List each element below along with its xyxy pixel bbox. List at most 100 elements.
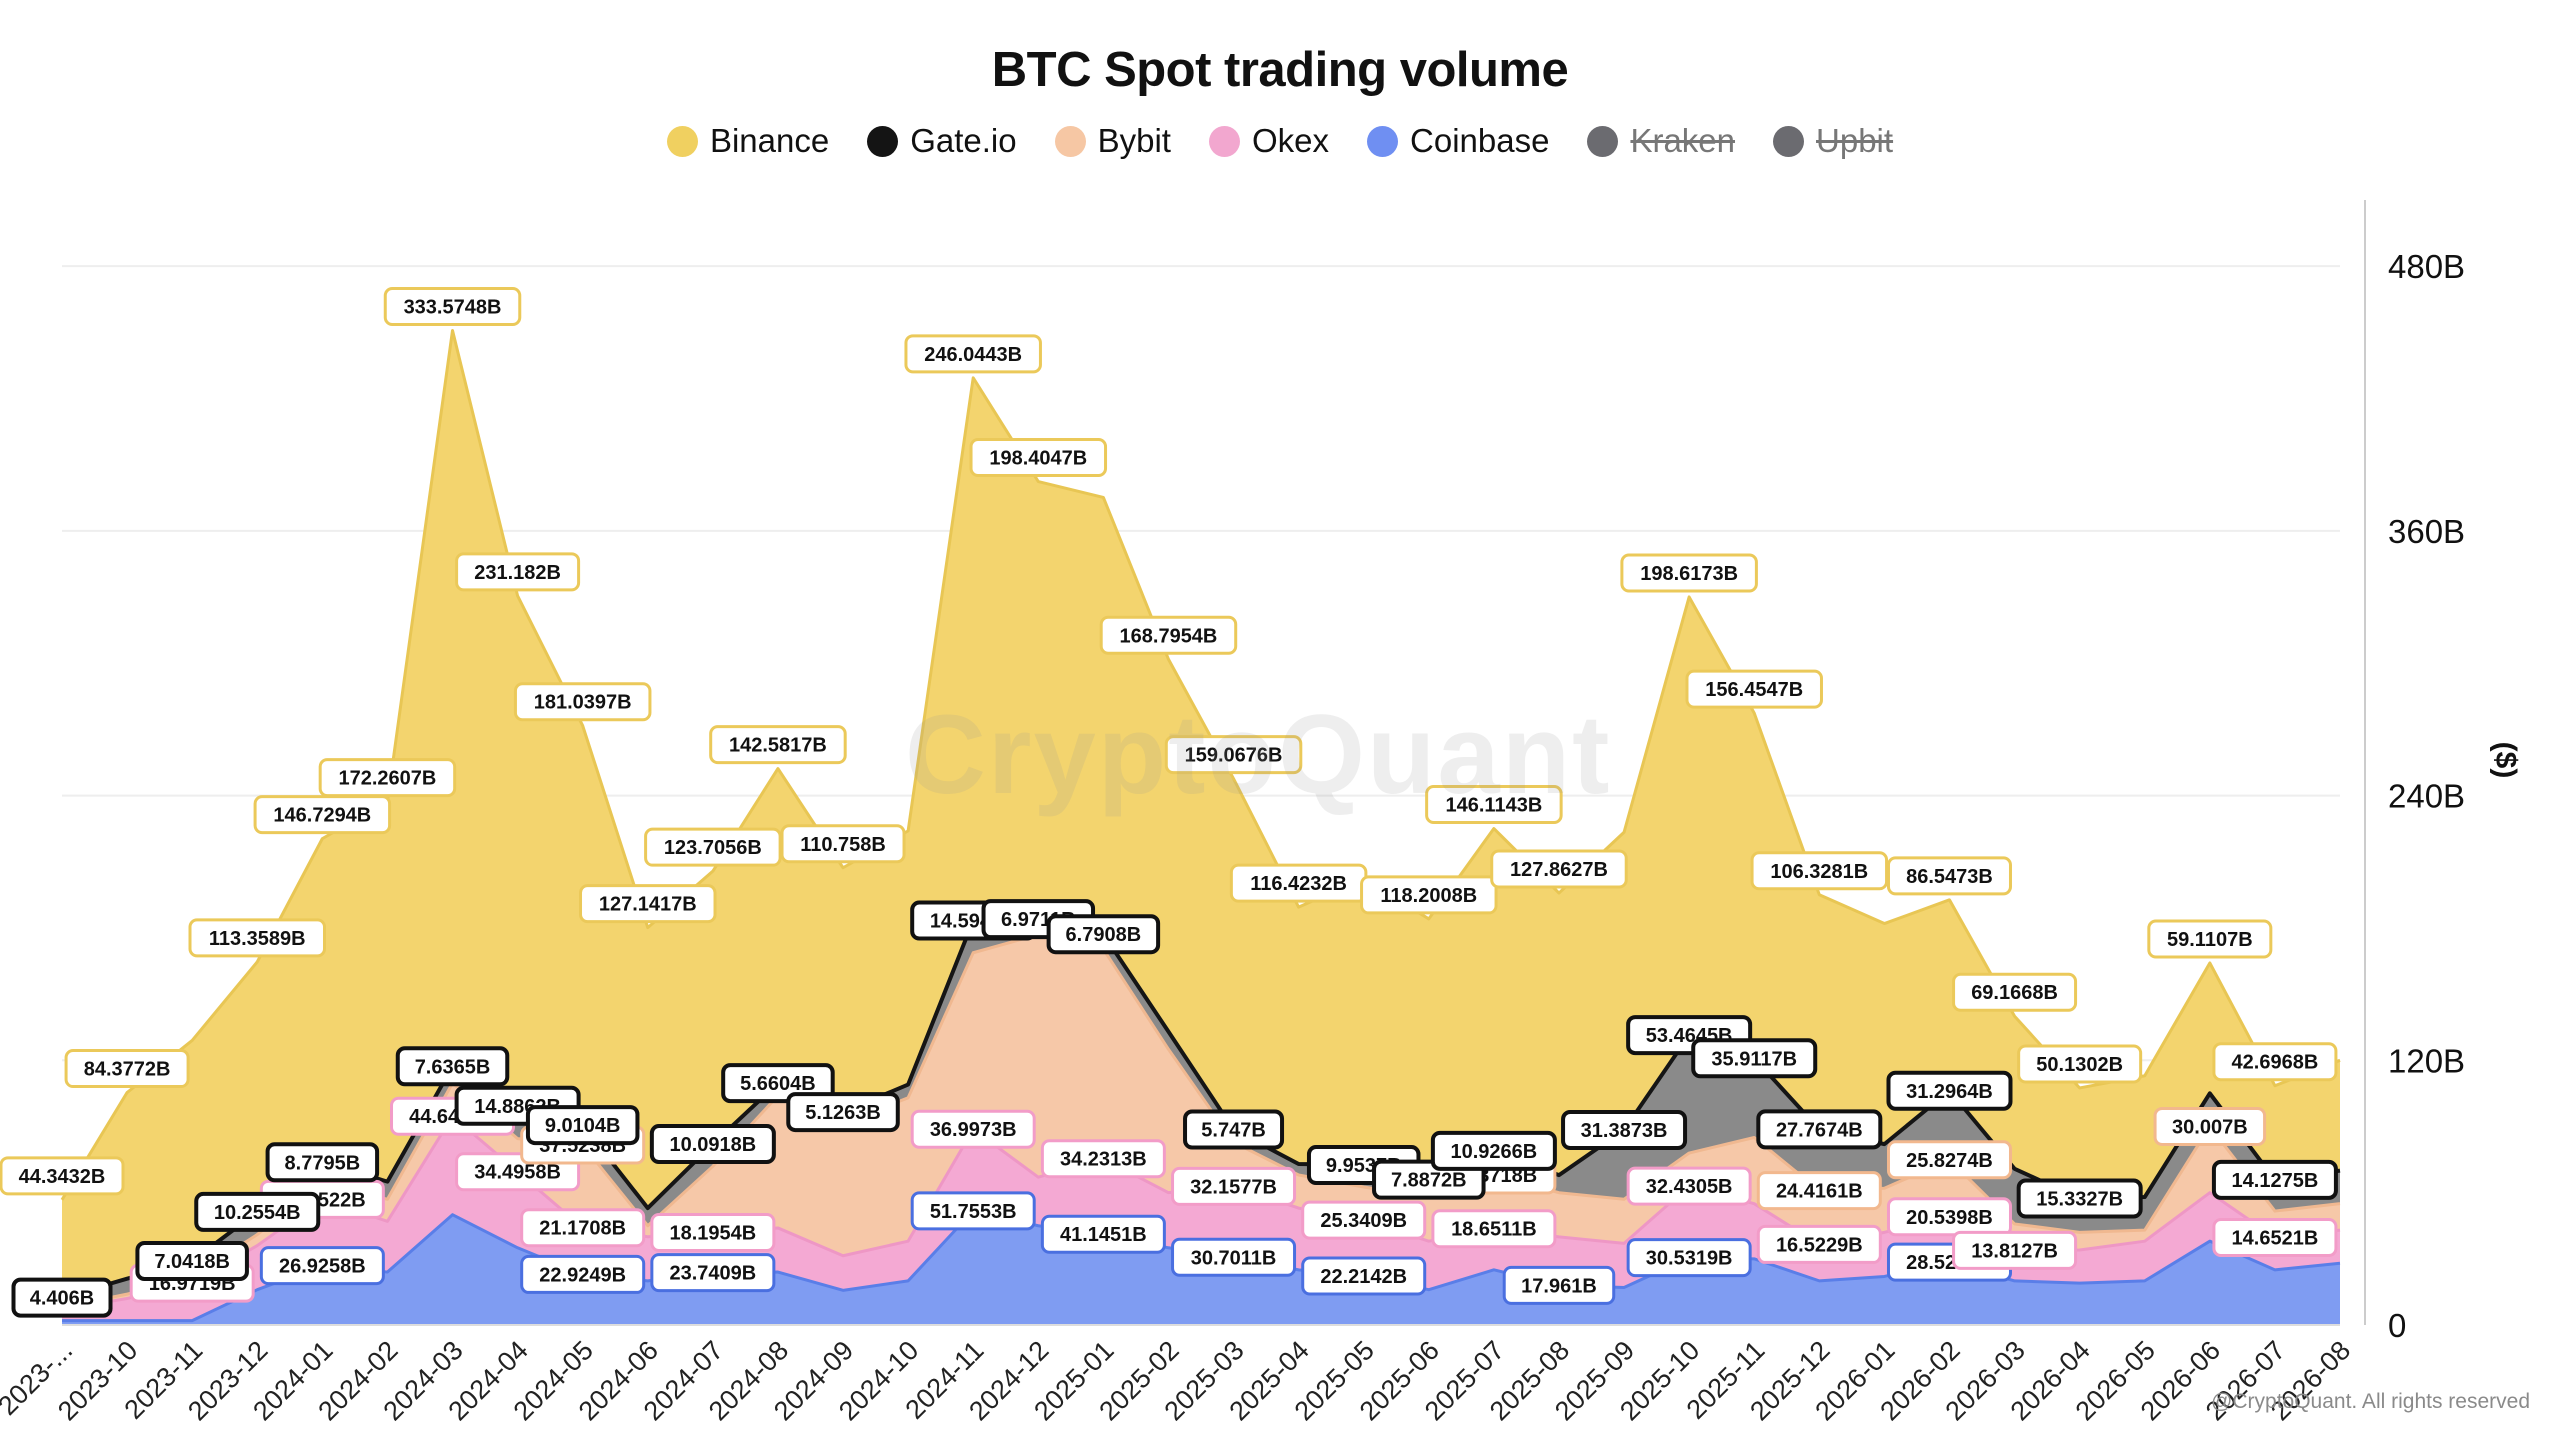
data-label-text: 106.3281B <box>1770 861 1868 883</box>
data-label-text: 10.0918B <box>669 1134 756 1156</box>
data-label: 156.4547B <box>1685 669 1823 709</box>
data-label: 110.758B <box>780 824 906 864</box>
data-label-text: 25.3409B <box>1320 1210 1407 1232</box>
data-label: 30.5319B <box>1626 1238 1752 1278</box>
data-label-text: 22.9249B <box>539 1264 626 1286</box>
data-label: 18.1954B <box>650 1212 776 1252</box>
legend-item-okex[interactable]: Okex <box>1208 122 1329 160</box>
data-label-text: 116.4232B <box>1250 873 1347 895</box>
data-label: 127.8627B <box>1490 849 1628 889</box>
data-label-box <box>2017 1044 2143 1084</box>
data-label: 20.5398B <box>1886 1197 2012 1237</box>
data-label-box <box>1040 1214 1166 1254</box>
data-label-box <box>520 1254 646 1294</box>
data-label: 168.7954B <box>1099 615 1238 655</box>
data-label-box <box>1490 849 1628 889</box>
legend-swatch <box>1208 125 1240 157</box>
data-label-box <box>1620 553 1758 593</box>
data-label-text: 9.0104B <box>545 1115 621 1137</box>
data-label-box <box>1301 1256 1427 1296</box>
data-label: 42.6968B <box>2212 1042 2338 1082</box>
data-label-text: 8.7795B <box>285 1152 361 1174</box>
data-label-box <box>1952 972 2078 1012</box>
data-label-text: 50.1302B <box>2036 1054 2123 1076</box>
data-label-box <box>1183 1109 1285 1150</box>
legend-label: Coinbase <box>1410 122 1550 159</box>
data-label-box <box>1360 875 1498 915</box>
legend-item-bybit[interactable]: Bybit <box>1054 122 1171 160</box>
data-label-text: 246.0443B <box>924 344 1022 366</box>
copyright-notice: @CryptoQuant. All rights reserved <box>2211 1390 2530 1413</box>
data-label: 30.007B <box>2153 1106 2267 1146</box>
data-label: 113.3589B <box>188 918 327 958</box>
data-label-box <box>786 1092 900 1133</box>
data-label-text: 198.6173B <box>1640 563 1738 585</box>
legend-label: Upbit <box>1816 122 1894 159</box>
data-label-text: 17.961B <box>1521 1275 1597 1297</box>
data-label-text: 26.9258B <box>279 1256 366 1278</box>
y-tick-label: 240B <box>2388 778 2465 815</box>
data-label-text: 30.7011B <box>1191 1247 1277 1269</box>
data-label-box <box>0 1156 125 1196</box>
data-label-box <box>318 758 457 798</box>
legend-swatch <box>1367 125 1399 157</box>
data-label-box <box>135 1240 249 1281</box>
data-label: 7.6365B <box>395 1046 510 1087</box>
data-label-box <box>1099 615 1238 655</box>
data-label-box <box>525 1105 640 1146</box>
data-label-text: 25.8274B <box>1906 1150 1993 1172</box>
data-label-text: 127.1417B <box>599 894 697 916</box>
data-label-text: 69.1668B <box>1971 982 2058 1004</box>
legend-item-coinbase[interactable]: Coinbase <box>1367 122 1549 160</box>
data-label: 30.7011B <box>1171 1237 1297 1277</box>
data-label: 6.7908B <box>1046 914 1161 955</box>
data-label-text: 34.2313B <box>1060 1149 1147 1171</box>
data-label-box <box>188 918 327 958</box>
legend-item-kraken[interactable]: Kraken <box>1587 122 1735 160</box>
y-tick-label: 360B <box>2388 513 2465 550</box>
legend-label: Kraken <box>1630 122 1736 159</box>
data-label-box <box>649 1124 776 1165</box>
data-label: 9.0104B <box>525 1105 640 1146</box>
data-label-box <box>1685 669 1823 709</box>
data-label: 59.1107B <box>2147 919 2273 959</box>
data-label-box <box>1301 1200 1427 1240</box>
data-label-text: 14.1275B <box>2232 1170 2319 1192</box>
data-label: 32.1577B <box>1171 1166 1297 1206</box>
data-label: 18.6511B <box>1431 1209 1557 1249</box>
data-label-box <box>904 334 1042 374</box>
data-label-text: 20.5398B <box>1906 1207 1993 1229</box>
data-label: 14.1275B <box>2211 1159 2338 1200</box>
legend-item-binance[interactable]: Binance <box>666 122 829 160</box>
data-label-box <box>383 286 522 326</box>
data-label-text: 181.0397B <box>534 692 632 714</box>
data-label-text: 10.2554B <box>214 1202 301 1224</box>
data-label-box <box>650 1253 776 1293</box>
data-label-text: 118.2008B <box>1380 885 1477 907</box>
data-label-text: 10.9266B <box>1451 1141 1538 1163</box>
data-label-box <box>1046 914 1161 955</box>
legend-item-gate-io[interactable]: Gate.io <box>867 122 1017 160</box>
data-label-box <box>1756 1171 1882 1211</box>
data-label-text: 142.5817B <box>729 735 827 757</box>
data-label: 7.0418B <box>135 1240 249 1281</box>
data-label: 14.6521B <box>2212 1218 2338 1258</box>
legend-item-upbit[interactable]: Upbit <box>1773 122 1893 160</box>
data-label: 23.7409B <box>650 1253 776 1293</box>
data-label-text: 30.5319B <box>1646 1248 1733 1270</box>
data-label-text: 333.5748B <box>404 296 502 318</box>
data-label-text: 198.4047B <box>989 448 1087 470</box>
data-label: 21.1708B <box>520 1208 646 1248</box>
data-label-text: 7.0418B <box>154 1251 230 1273</box>
data-label-text: 113.3589B <box>209 928 306 950</box>
data-label-text: 31.2964B <box>1906 1081 1993 1103</box>
data-label-box <box>265 1142 380 1183</box>
data-label-text: 146.7294B <box>273 805 371 827</box>
data-label-text: 127.8627B <box>1510 859 1608 881</box>
data-label-box <box>644 827 782 867</box>
data-label-text: 231.182B <box>474 562 561 584</box>
data-label-text: 123.7056B <box>664 837 762 859</box>
data-label-text: 13.8127B <box>1971 1240 2058 1262</box>
data-label-box <box>709 725 847 765</box>
data-label: 36.9973B <box>910 1109 1036 1149</box>
